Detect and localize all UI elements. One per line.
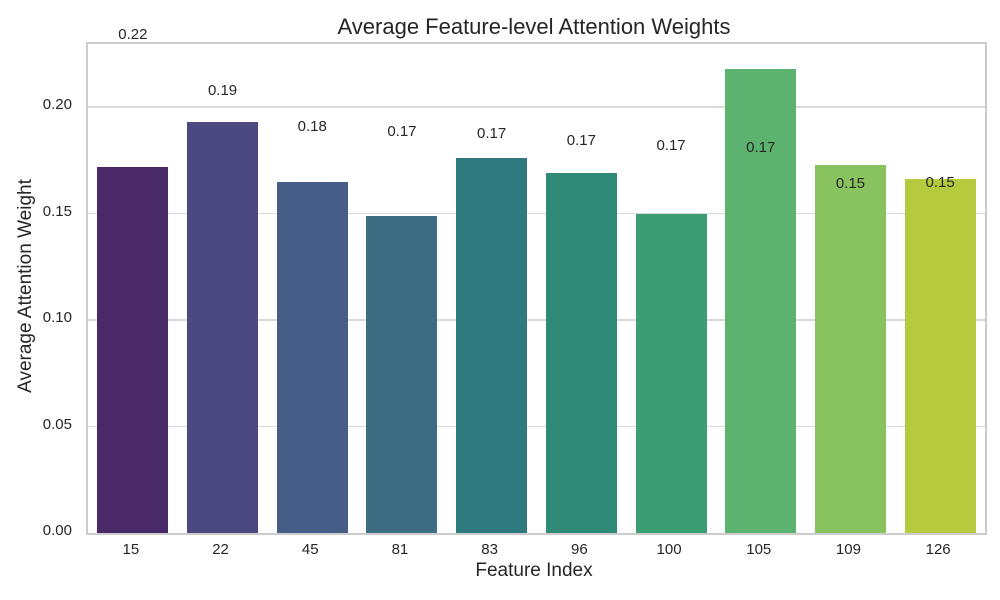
bar-feature-22 <box>187 121 259 533</box>
bar-feature-81 <box>366 215 438 533</box>
chart-title: Average Feature-level Attention Weights <box>337 14 731 39</box>
bar-value-label: 0.22 <box>118 25 148 43</box>
bar-feature-126 <box>904 179 976 533</box>
bar-feature-83 <box>456 158 528 533</box>
y-tick-label: 0.15 <box>42 202 72 220</box>
bar-value-label: 0.17 <box>566 132 596 150</box>
x-tick-label: 96 <box>571 541 588 558</box>
gridline <box>88 212 985 215</box>
y-tick-label: 0.10 <box>42 309 72 326</box>
bar-value-label: 0.17 <box>387 123 417 141</box>
bar-feature-15 <box>97 166 169 533</box>
y-tick-label: 0.00 <box>42 522 72 539</box>
gridline <box>88 319 985 321</box>
bar-feature-45 <box>276 181 348 533</box>
bar-value-label: 0.15 <box>835 175 866 193</box>
x-tick-label: 83 <box>481 541 498 558</box>
bar-value-label: 0.18 <box>297 118 327 136</box>
bar-value-label: 0.17 <box>656 137 686 155</box>
x-tick-label: 81 <box>391 541 409 558</box>
bar-value-label: 0.19 <box>207 81 238 99</box>
x-axis-label: Feature Index <box>475 560 593 581</box>
x-tick-label: 105 <box>746 541 772 558</box>
gridline <box>88 106 985 108</box>
gridline <box>88 425 985 428</box>
plot-area: 0.22 0.19 0.18 0.17 0.17 0.17 0.17 0.17 0.15 0.15 <box>86 26 987 535</box>
x-tick-label: 45 <box>301 541 319 558</box>
x-tick-label: 109 <box>835 541 861 558</box>
x-tick-label: 100 <box>656 541 682 558</box>
bar-feature-96 <box>545 173 617 533</box>
x-tick-label: 126 <box>925 541 951 558</box>
y-tick-label: 0.20 <box>42 96 72 113</box>
bar-feature-100 <box>635 213 707 533</box>
x-tick-label: 15 <box>122 541 140 558</box>
bar-feature-109 <box>814 164 886 533</box>
x-tick-label: 22 <box>212 541 229 558</box>
bar-value-label: 0.15 <box>925 174 955 192</box>
y-tick-label: 0.05 <box>42 415 72 433</box>
bar-feature-105 <box>725 68 797 533</box>
bar-value-label: 0.17 <box>746 139 776 157</box>
bar-value-label: 0.17 <box>477 125 507 143</box>
